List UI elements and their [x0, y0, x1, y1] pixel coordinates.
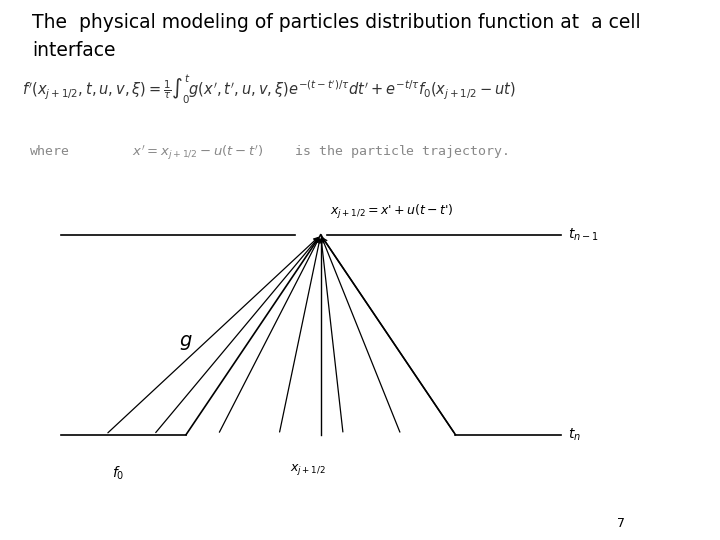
- Text: interface: interface: [32, 40, 116, 59]
- Text: $t_{n-1}$: $t_{n-1}$: [567, 227, 598, 243]
- Text: where        $x' = x_{j+1/2} - u(t - t')$    is the particle trajectory.: where $x' = x_{j+1/2} - u(t - t')$ is th…: [29, 143, 508, 161]
- Text: The  physical modeling of particles distribution function at  a cell: The physical modeling of particles distr…: [32, 14, 641, 32]
- Text: $x_{j+1/2} = x\text{'}+u(t-t\text{'})$: $x_{j+1/2} = x\text{'}+u(t-t\text{'})$: [330, 204, 454, 221]
- Text: $f'(x_{j+1/2}, t, u, v, \xi) = \frac{1}{\tau}\int_0^t g(x', t', u, v, \xi)e^{-(t: $f'(x_{j+1/2}, t, u, v, \xi) = \frac{1}{…: [22, 73, 516, 106]
- Text: 7: 7: [618, 517, 626, 530]
- Text: $x_{j+1/2}$: $x_{j+1/2}$: [290, 462, 325, 477]
- Text: $g$: $g$: [179, 333, 193, 353]
- Text: $f_0$: $f_0$: [112, 464, 125, 482]
- Text: $t_n$: $t_n$: [567, 427, 580, 443]
